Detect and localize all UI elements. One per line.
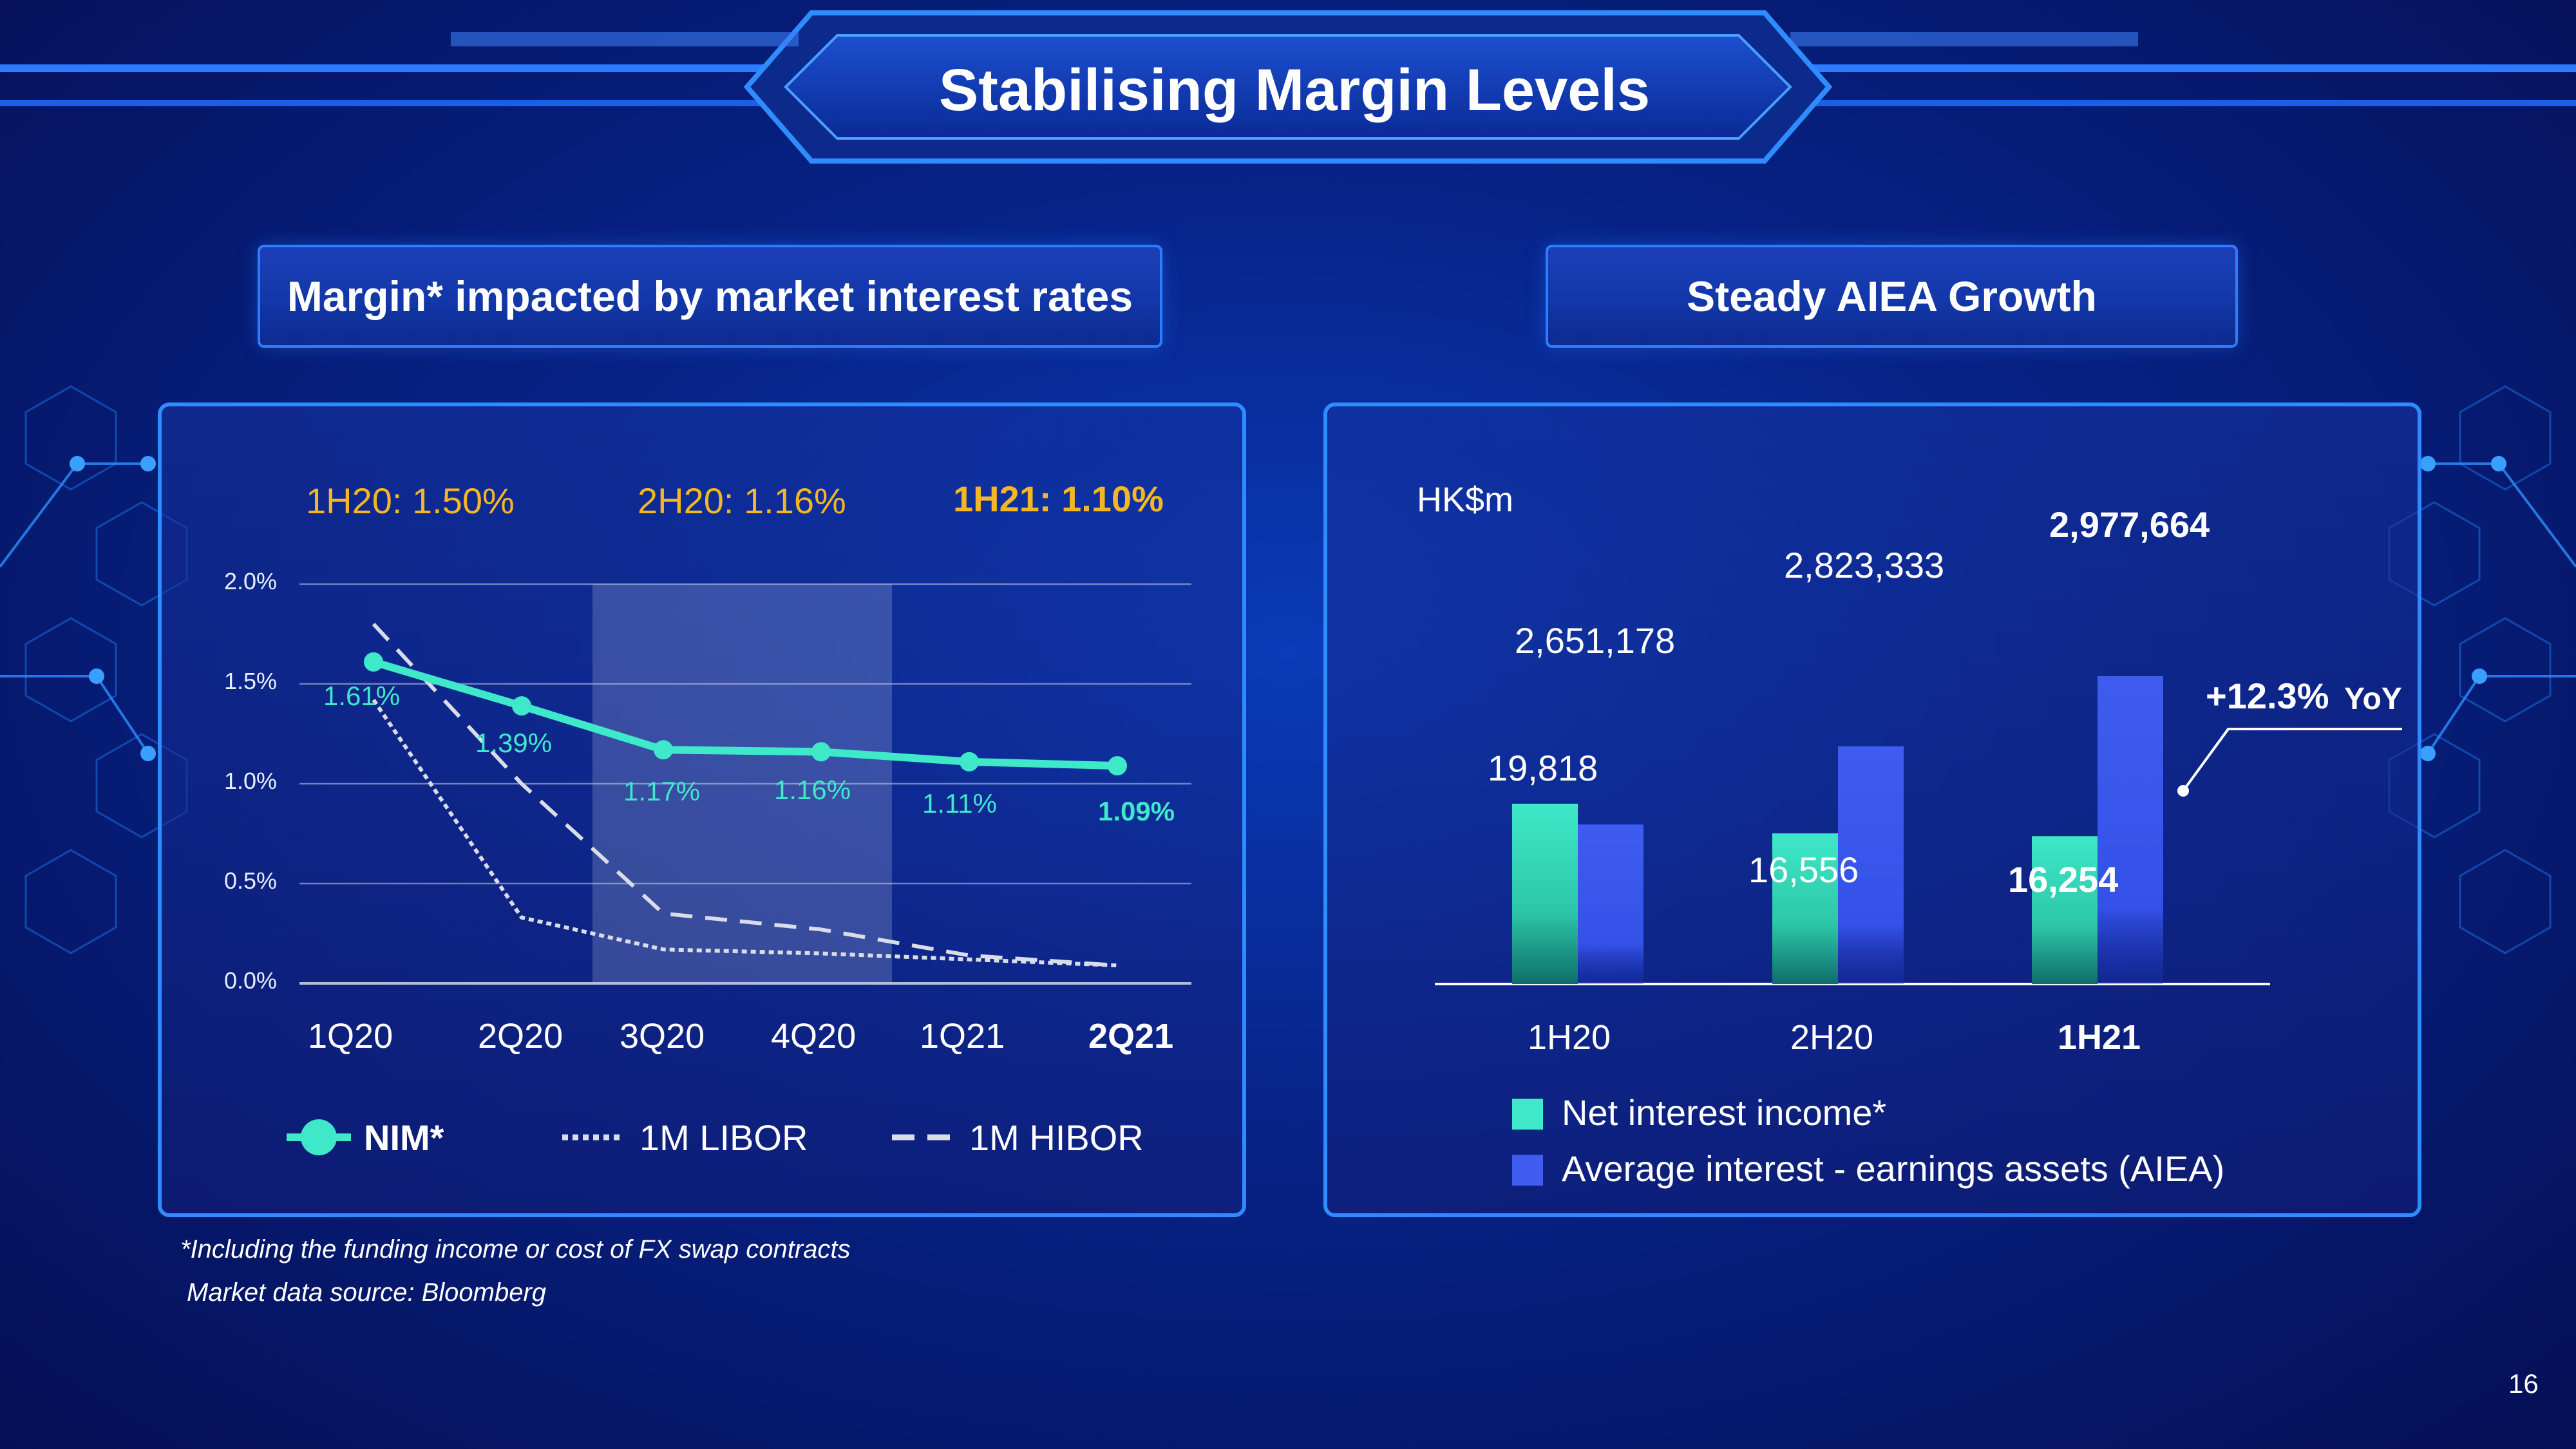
legend-aiea-label: Average interest - earnings assets (AIEA… — [1562, 1148, 2225, 1189]
x-tick-label: 2Q21 — [1088, 1017, 1174, 1056]
aiea-bar — [2098, 676, 2163, 984]
y-tick-label: 2.0% — [223, 568, 277, 594]
aiea-value-label: 2,977,664 — [2049, 504, 2210, 545]
nim-data-label: 1.16% — [774, 775, 851, 805]
legend-hibor-label: 1M HIBOR — [969, 1117, 1144, 1158]
nii-bar — [2032, 836, 2098, 984]
bar-x-label: 2H20 — [1790, 1018, 1874, 1057]
nim-point — [960, 752, 979, 772]
x-tick-label: 4Q20 — [771, 1017, 857, 1056]
nii-bar — [1512, 804, 1578, 984]
aiea-value-label: 2,651,178 — [1515, 620, 1676, 661]
bar-x-label: 1H21 — [2058, 1018, 2141, 1057]
legend-nii-label: Net interest income* — [1562, 1092, 1887, 1133]
y-tick-label: 0.5% — [223, 867, 277, 894]
left-panel — [158, 402, 1246, 1217]
legend-nim-marker — [301, 1119, 337, 1155]
nim-data-label: 1.11% — [922, 788, 997, 819]
legend-libor-label: 1M LIBOR — [639, 1117, 808, 1158]
page-title: Stabilising Margin Levels — [938, 57, 1651, 123]
nim-point — [654, 740, 673, 760]
legend-aiea-swatch — [1512, 1155, 1543, 1186]
nim-point — [364, 652, 383, 672]
nim-data-label: 1.09% — [1098, 796, 1175, 826]
y-tick-label: 0.0% — [223, 967, 277, 994]
hibor-series-line — [372, 622, 1118, 968]
libor-series-line — [372, 699, 1118, 968]
aiea-bar — [1578, 824, 1643, 984]
nii-value-label: 19,818 — [1488, 748, 1598, 788]
aiea-bar — [1838, 746, 1904, 984]
nii-bar — [1772, 833, 1838, 984]
growth-suffix: YoY — [2344, 682, 2402, 716]
nim-point — [512, 696, 531, 716]
y-tick-label: 1.0% — [223, 768, 277, 794]
header-banner — [0, 10, 2576, 164]
x-tick-label: 1Q20 — [308, 1017, 393, 1056]
unit-label: HK$m — [1417, 480, 1514, 519]
nii-value-label: 16,556 — [1748, 849, 1859, 890]
x-tick-label: 3Q20 — [620, 1017, 705, 1056]
aiea-value-label: 2,823,333 — [1784, 545, 1945, 585]
nim-data-label: 1.39% — [475, 728, 553, 758]
x-tick-label: 2Q20 — [478, 1017, 564, 1056]
nim-data-label: 1.61% — [323, 681, 401, 711]
page-number: 16 — [2508, 1368, 2539, 1399]
nim-data-label: 1.17% — [623, 776, 701, 806]
bar-x-label: 1H20 — [1528, 1018, 1611, 1057]
nii-value-label: 16,254 — [2008, 859, 2119, 900]
period-label-1h21: 1H21: 1.10% — [953, 478, 1164, 519]
x-tick-label: 1Q21 — [920, 1017, 1005, 1056]
growth-value: +12.3% — [2206, 676, 2329, 716]
left-panel-header: Margin* impacted by market interest rate… — [258, 245, 1162, 348]
nim-point — [1108, 756, 1127, 776]
y-tick-label: 1.5% — [223, 668, 277, 694]
legend-nim-label: NIM* — [364, 1117, 444, 1158]
right-panel-header: Steady AIEA Growth — [1546, 245, 2238, 348]
nim-point — [811, 742, 831, 762]
period-label-1h20: 1H20: 1.50% — [306, 480, 515, 521]
legend-nii-swatch — [1512, 1099, 1543, 1130]
footnote-source: Market data source: Bloomberg — [187, 1278, 547, 1307]
footnote-fx-swap: *Including the funding income or cost of… — [180, 1235, 851, 1264]
nim-series-line — [372, 658, 1118, 770]
period-label-2h20: 2H20: 1.16% — [638, 480, 846, 521]
